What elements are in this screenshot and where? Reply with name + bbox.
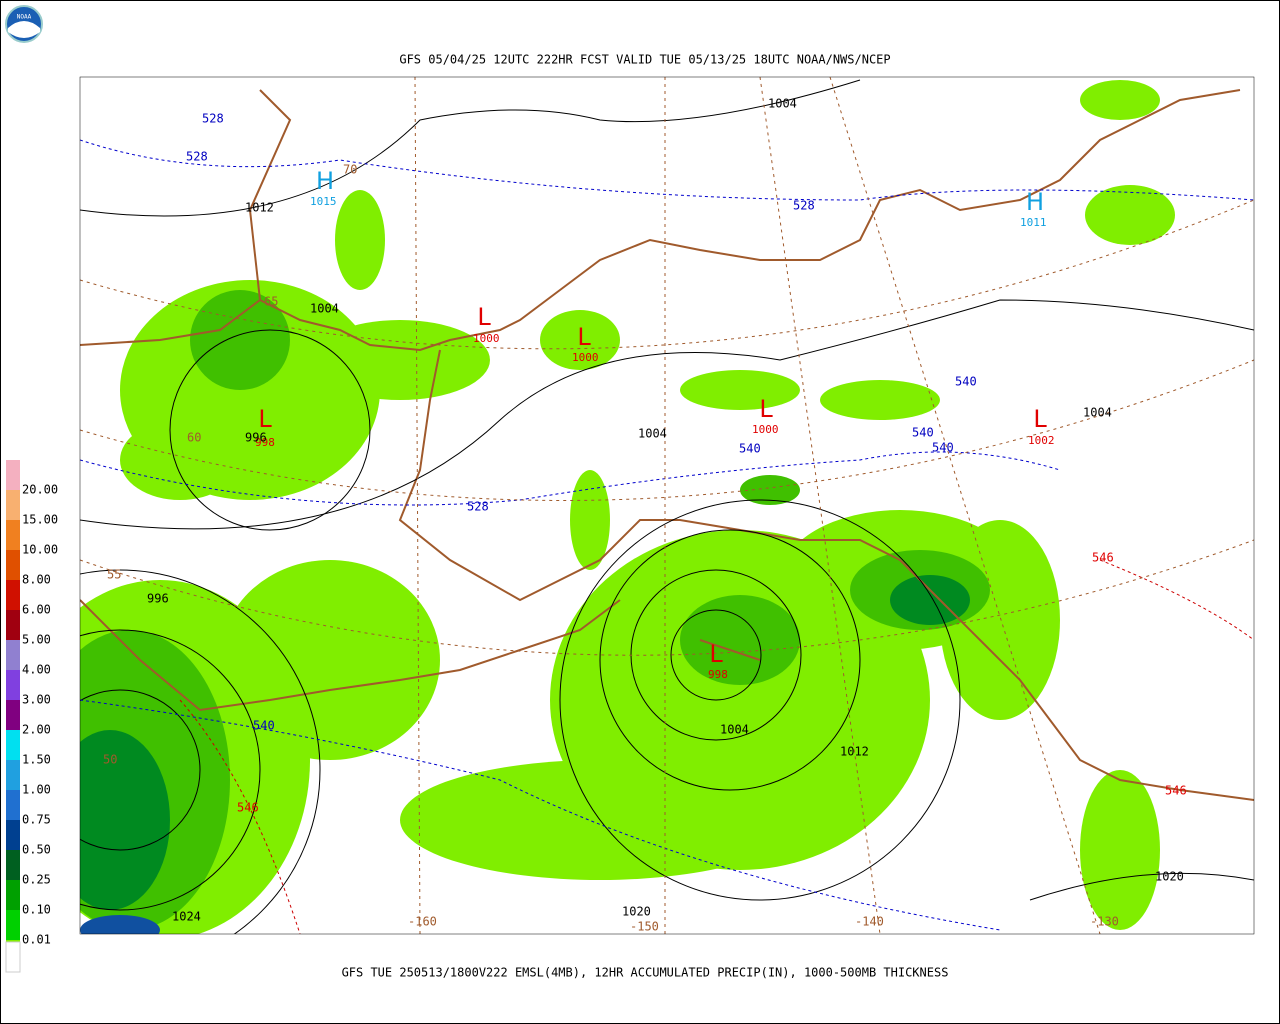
thickness-label: 546 — [1165, 784, 1187, 798]
precip-heaviest — [80, 915, 160, 934]
center-pressure: 998 — [708, 668, 728, 681]
legend-label: 2.00 — [22, 723, 51, 737]
thickness-label: 528 — [793, 199, 815, 213]
longitude-label: -130 — [1090, 915, 1119, 929]
legend-swatch — [5, 941, 21, 973]
thickness-label: 540 — [932, 441, 954, 455]
isobar-label: 1004 — [638, 427, 667, 441]
pressure-center: H — [316, 167, 334, 195]
thickness-lines — [80, 139, 1254, 931]
legend-label: 0.10 — [22, 903, 51, 917]
legend-label: 6.00 — [22, 603, 51, 617]
thickness-546 — [179, 559, 1254, 934]
legend-swatch — [6, 880, 20, 910]
pressure-center: L — [1033, 405, 1047, 433]
legend-label: 4.00 — [22, 663, 51, 677]
latitude-label: 55 — [107, 568, 121, 582]
coastlines — [80, 89, 1254, 801]
map-border — [79, 76, 1255, 935]
legend-label: 0.25 — [22, 873, 51, 887]
thickness-label: 540 — [955, 375, 977, 389]
legend-label: 1.50 — [22, 753, 51, 767]
legend-label: 1.00 — [22, 783, 51, 797]
map-area — [79, 76, 1255, 935]
isobar-label: 1004 — [1083, 406, 1112, 420]
legend-swatch — [6, 610, 20, 640]
thickness-label: 540 — [739, 442, 761, 456]
precip-heavy — [80, 575, 970, 910]
legend-swatch — [6, 670, 20, 700]
legend-label: 3.00 — [22, 693, 51, 707]
center-pressure: 1002 — [1028, 434, 1055, 447]
legend-swatch — [6, 820, 20, 850]
thickness-label: 546 — [237, 801, 259, 815]
graticule — [80, 77, 1254, 934]
pressure-center: L — [577, 323, 591, 351]
legend-label: 20.00 — [22, 483, 58, 497]
pressure-center: L — [759, 395, 773, 423]
legend-swatch — [6, 910, 20, 940]
legend-swatch — [6, 520, 20, 550]
center-pressure: 1000 — [473, 332, 500, 345]
legend-swatch — [6, 640, 20, 670]
longitude-label: -150 — [630, 920, 659, 934]
legend-swatch — [6, 580, 20, 610]
pressure-center: H — [1026, 188, 1044, 216]
isobar-label: 1004 — [310, 302, 339, 316]
legend-swatch — [6, 850, 20, 880]
map-caption: GFS TUE 250513/1800V222 EMSL(4MB), 12HR … — [342, 966, 949, 980]
pressure-center: L — [258, 405, 272, 433]
legend-swatch — [6, 460, 20, 490]
isobar-label: 1012 — [840, 745, 869, 759]
legend-label: 0.01 — [22, 933, 51, 947]
center-pressure: 1000 — [572, 351, 599, 364]
isobar-label: 1004 — [768, 97, 797, 111]
isobar-label: 1024 — [172, 910, 201, 924]
legend-swatch — [6, 550, 20, 580]
legend-label: 15.00 — [22, 513, 58, 527]
latitude-label: 70 — [343, 163, 357, 177]
legend-swatch — [6, 790, 20, 820]
legend-swatch — [6, 490, 20, 520]
thickness-label: 546 — [1092, 551, 1114, 565]
isobar-label: 1004 — [720, 723, 749, 737]
latitude-label: 50 — [103, 753, 117, 767]
isobar-label: 1020 — [1155, 870, 1184, 884]
thickness-label: 528 — [202, 112, 224, 126]
center-pressure: 1000 — [752, 423, 779, 436]
legend-label: 0.75 — [22, 813, 51, 827]
isobar-label: 996 — [147, 592, 169, 606]
center-pressure: 1015 — [310, 195, 337, 208]
legend-label: 10.00 — [22, 543, 58, 557]
isobars — [80, 79, 1254, 934]
legend: 20.00 15.00 10.00 8.00 6.00 5.00 4.00 3.00 2.00 1… — [5, 460, 58, 973]
thickness-label: 528 — [467, 500, 489, 514]
thickness-label: 540 — [912, 426, 934, 440]
pressure-center: L — [709, 640, 723, 668]
latitude-label: 65 — [264, 295, 278, 309]
isobar-label: 1012 — [245, 201, 274, 215]
latitude-label: 60 — [187, 431, 201, 445]
center-pressure: 998 — [255, 436, 275, 449]
legend-label: 0.50 — [22, 843, 51, 857]
isobar-label: 996 — [245, 431, 267, 445]
legend-swatch — [6, 700, 20, 730]
center-pressure: 1011 — [1020, 216, 1047, 229]
logo: NOAA — [5, 5, 43, 43]
longitude-label: -160 — [408, 915, 437, 929]
longitude-label: -140 — [855, 915, 884, 929]
isobar-label: 1020 — [622, 905, 651, 919]
logo-text: NOAA — [17, 14, 32, 21]
map-title: GFS 05/04/25 12UTC 222HR FCST VALID TUE … — [399, 53, 890, 67]
thickness-label: 528 — [186, 150, 208, 164]
legend-label: 5.00 — [22, 633, 51, 647]
legend-label: 8.00 — [22, 573, 51, 587]
pressure-center: L — [477, 303, 491, 331]
legend-swatch — [6, 760, 20, 790]
legend-swatch — [6, 730, 20, 760]
thickness-label: 540 — [253, 719, 275, 733]
